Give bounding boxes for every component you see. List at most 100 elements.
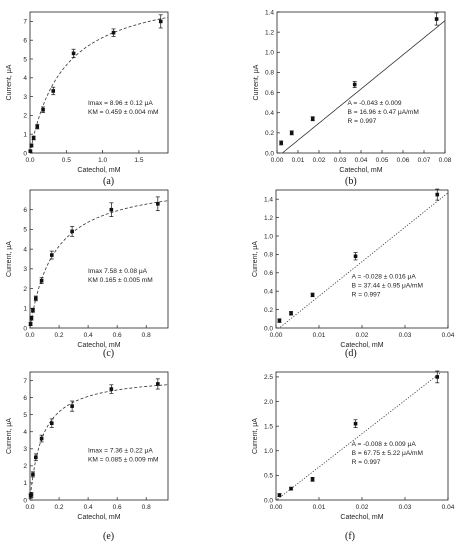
x-axis-label: Catechol, mM (339, 167, 382, 174)
fit-annotation: B = 67.75 ± 5.22 μA/mM (352, 450, 423, 457)
data-point (353, 419, 358, 428)
data-point (435, 370, 440, 384)
data-point (33, 453, 38, 462)
fit-annotation: KM 0.165 ± 0.005 mM (88, 277, 153, 284)
x-tick-label: 0.04 (355, 157, 368, 164)
y-tick-label: 2.0 (264, 399, 273, 406)
y-tick-label: 4 (23, 429, 27, 436)
data-point (109, 202, 114, 217)
point-marker (156, 202, 160, 206)
data-point (49, 418, 54, 428)
chart-panel-5: 0.0 0.2 0.4 0.6 0.8 0 1 2 3 4 5 6 7 Catechol, mM Curre… (6, 371, 169, 521)
x-tick-label: 0.6 (113, 332, 122, 339)
data-point (435, 188, 440, 201)
x-tick-label: 0.07 (418, 157, 431, 164)
y-tick-label: 6 (23, 395, 27, 402)
y-tick-label: 0 (23, 150, 27, 157)
data-point (289, 311, 294, 316)
y-tick-label: 0.4 (264, 289, 273, 296)
fit-line (29, 16, 169, 154)
data-point (277, 318, 282, 323)
y-tick-label: 0.4 (265, 110, 274, 117)
x-tick-label: 0.00 (270, 504, 283, 511)
point-marker (435, 192, 440, 197)
x-tick-label: 0.01 (313, 332, 326, 339)
y-tick-label: 0.8 (265, 70, 274, 77)
point-marker (158, 19, 163, 24)
plot-frame (275, 371, 449, 501)
point-marker (279, 141, 283, 145)
fit-annotation: B = 37.44 ± 0.95 μA/mM (352, 282, 423, 289)
x-tick-label: 0.00 (271, 157, 284, 164)
point-marker (310, 116, 315, 121)
x-tick-label: 0.8 (142, 504, 151, 511)
data-point (434, 12, 439, 26)
x-tick-label: 0.0 (25, 332, 34, 339)
caption-f: (f) (345, 531, 355, 542)
plot-frame (29, 189, 169, 329)
point-marker (156, 382, 160, 386)
y-tick-label: 0.2 (264, 307, 273, 314)
data-point (158, 14, 163, 29)
point-marker (277, 318, 282, 323)
y-tick-label: 1 (23, 480, 27, 487)
point-marker (29, 143, 34, 148)
x-axis-label: Catechol, mM (340, 514, 383, 521)
plot-frame (276, 11, 446, 154)
x-tick-label: 0.03 (399, 332, 412, 339)
x-tick-label: 0.04 (442, 332, 455, 339)
y-tick-label: 5 (23, 56, 27, 63)
y-axis-label: Current, μA (252, 418, 259, 454)
data-point (111, 28, 116, 37)
y-tick-label: 2 (23, 286, 27, 293)
point-marker (111, 30, 116, 35)
y-tick-label: 5 (23, 412, 27, 419)
data-point (41, 106, 46, 113)
y-tick-label: 4 (23, 75, 27, 82)
data-point (29, 491, 34, 498)
y-tick-label: 2 (23, 113, 27, 120)
point-marker (39, 278, 44, 283)
x-tick-label: 0.0 (25, 504, 34, 511)
caption-e: (e) (103, 531, 115, 542)
y-tick-label: 0.6 (264, 270, 273, 277)
data-point (29, 315, 34, 321)
point-marker (71, 51, 76, 56)
y-axis-label: Current, μA (252, 241, 259, 277)
point-marker (29, 493, 34, 497)
data-point (49, 250, 54, 260)
data-point (353, 252, 358, 261)
fit-annotation: A = -0.028 ± 0.016 μA (352, 273, 417, 280)
y-tick-label: 0.0 (265, 150, 274, 157)
x-tick-label: 0.05 (376, 157, 389, 164)
caption-d: (d) (345, 348, 357, 359)
x-tick-label: 0.0 (25, 157, 34, 164)
y-tick-label: 0.0 (264, 497, 273, 504)
point-marker (434, 17, 439, 21)
fit-annotation: Imax 7.58 ± 0.08 μA (88, 268, 148, 275)
point-marker (28, 322, 33, 326)
y-tick-label: 3 (23, 446, 27, 453)
point-marker (352, 82, 357, 87)
plot-frame (275, 189, 449, 329)
point-marker (39, 436, 44, 441)
point-marker (353, 421, 358, 426)
caption-c: (c) (103, 348, 115, 359)
y-tick-label: 6 (23, 38, 27, 45)
y-tick-label: 2.5 (264, 374, 273, 381)
y-tick-label: 1.0 (264, 448, 273, 455)
point-marker (109, 207, 114, 212)
x-tick-label: 0.04 (442, 504, 455, 511)
x-tick-label: 0.02 (356, 504, 369, 511)
data-point (352, 81, 357, 88)
data-point (289, 486, 294, 491)
fit-line (29, 384, 169, 501)
data-point (70, 226, 75, 237)
fit-annotation: A = -0.008 ± 0.009 μA (352, 441, 417, 448)
x-axis-label: Catechol, mM (77, 514, 120, 521)
point-marker (49, 421, 54, 425)
fit-annotation: KM = 0.085 ± 0.009 mM (88, 457, 159, 464)
point-marker (310, 477, 315, 482)
x-tick-label: 0.4 (84, 332, 93, 339)
